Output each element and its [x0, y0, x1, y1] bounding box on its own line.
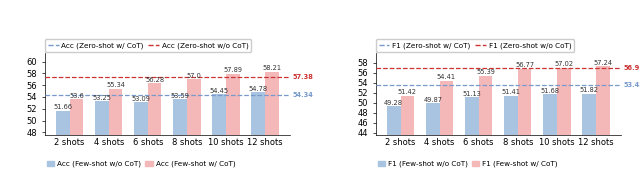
- Text: 56.91: 56.91: [623, 65, 640, 71]
- Bar: [479, 76, 492, 188]
- Bar: [440, 81, 453, 188]
- Text: 56.77: 56.77: [515, 62, 534, 68]
- Text: 53.09: 53.09: [132, 96, 150, 102]
- Bar: [70, 99, 83, 188]
- Text: 51.66: 51.66: [53, 104, 72, 110]
- Bar: [557, 67, 571, 188]
- Bar: [173, 99, 187, 188]
- Bar: [134, 102, 148, 188]
- Bar: [109, 89, 122, 188]
- Text: 57.24: 57.24: [593, 60, 612, 66]
- Text: 53.25: 53.25: [92, 95, 111, 101]
- Text: 55.34: 55.34: [106, 83, 125, 88]
- Bar: [401, 96, 414, 188]
- Bar: [387, 106, 401, 188]
- Bar: [504, 96, 518, 188]
- Bar: [543, 94, 557, 188]
- Bar: [56, 111, 70, 188]
- Text: 54.34: 54.34: [292, 92, 313, 98]
- Bar: [426, 103, 440, 188]
- Text: 51.42: 51.42: [398, 89, 417, 95]
- Text: 51.82: 51.82: [580, 87, 598, 93]
- Text: 54.78: 54.78: [249, 86, 268, 92]
- Legend: F1 (Few-shot w/o CoT), F1 (Few-shot w/ CoT): F1 (Few-shot w/o CoT), F1 (Few-shot w/ C…: [376, 158, 560, 170]
- Text: 57.02: 57.02: [554, 61, 573, 67]
- Text: 51.13: 51.13: [463, 91, 481, 97]
- Bar: [212, 94, 226, 188]
- Text: 57.0: 57.0: [186, 73, 201, 79]
- Text: 54.41: 54.41: [437, 74, 456, 80]
- Bar: [252, 92, 265, 188]
- Text: 54.45: 54.45: [209, 88, 228, 94]
- Text: 56.28: 56.28: [145, 77, 164, 83]
- Bar: [465, 97, 479, 188]
- Text: 49.87: 49.87: [423, 97, 442, 103]
- Bar: [518, 69, 531, 188]
- Text: 51.68: 51.68: [541, 88, 559, 94]
- Text: 57.38: 57.38: [292, 74, 313, 80]
- Text: 53.45: 53.45: [623, 83, 640, 89]
- Bar: [148, 83, 161, 188]
- Text: 53.6: 53.6: [69, 93, 84, 99]
- Text: 53.59: 53.59: [171, 93, 189, 99]
- Text: 58.21: 58.21: [262, 65, 282, 71]
- Text: 55.39: 55.39: [476, 69, 495, 75]
- Bar: [95, 101, 109, 188]
- Legend: Acc (Few-shot w/o CoT), Acc (Few-shot w/ CoT): Acc (Few-shot w/o CoT), Acc (Few-shot w/…: [45, 158, 237, 170]
- Text: 49.28: 49.28: [384, 100, 403, 106]
- Text: 57.89: 57.89: [223, 67, 243, 73]
- Bar: [596, 67, 610, 188]
- Text: 51.41: 51.41: [502, 89, 520, 95]
- Bar: [582, 94, 596, 188]
- Bar: [265, 72, 279, 188]
- Bar: [187, 79, 200, 188]
- Bar: [226, 74, 239, 188]
